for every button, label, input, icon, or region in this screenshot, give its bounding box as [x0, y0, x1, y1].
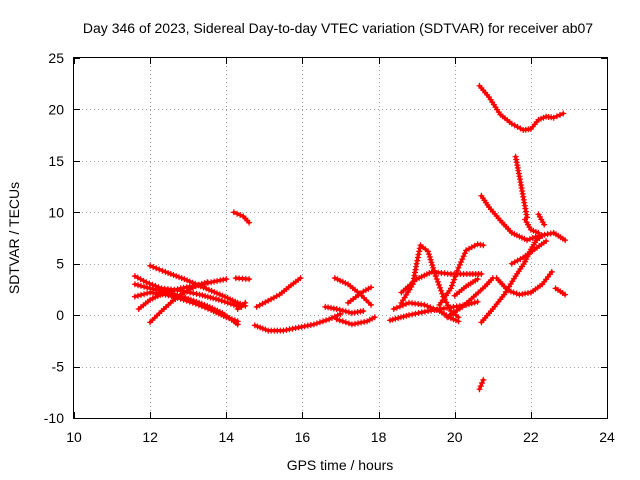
y-tick-label: 25 [48, 50, 64, 66]
x-tick-label: 16 [295, 429, 311, 445]
y-tick-label: 5 [56, 256, 64, 272]
y-tick-label: 20 [48, 101, 64, 117]
series-markers [252, 311, 344, 334]
series-arc-23 [477, 83, 567, 133]
series-line [480, 86, 564, 130]
series-markers [494, 269, 555, 298]
series-arc-29 [509, 238, 549, 267]
series-arc-32 [477, 377, 487, 392]
series-markers [231, 209, 252, 225]
y-tick-label: -10 [44, 410, 64, 426]
data-layer [132, 83, 568, 392]
series-markers [536, 211, 548, 227]
series-markers [322, 304, 366, 316]
series-arc-31 [553, 285, 569, 297]
series-arc-11 [252, 311, 344, 334]
x-tick-label: 12 [142, 429, 158, 445]
series-markers [477, 377, 487, 392]
series-arc-10 [254, 275, 304, 310]
y-tick-label: 15 [48, 153, 64, 169]
series-markers [332, 275, 374, 308]
series-markers [477, 83, 567, 133]
series-arc-7 [233, 275, 252, 282]
series-arc-13 [332, 275, 374, 308]
series-arc-30 [494, 269, 555, 298]
sdtvar-chart: Day 346 of 2023, Sidereal Day-to-day VTE… [0, 0, 640, 480]
y-tick-label: 10 [48, 204, 64, 220]
series-markers [513, 154, 530, 221]
chart-title: Day 346 of 2023, Sidereal Day-to-day VTE… [83, 20, 593, 36]
x-tick-label: 20 [447, 429, 463, 445]
series-markers [233, 275, 252, 282]
series-arc-24 [513, 154, 530, 221]
x-tick-label: 18 [371, 429, 387, 445]
series-arc-12 [322, 304, 366, 316]
x-tick-label: 10 [66, 429, 82, 445]
y-tick-label: -5 [52, 359, 65, 375]
series-arc-9 [231, 209, 252, 225]
series-arc-27 [536, 211, 548, 227]
x-tick-label: 14 [218, 429, 234, 445]
y-tick-label: 0 [56, 307, 64, 323]
y-axis-label: SDTVAR / TECUs [6, 182, 22, 294]
x-tick-label: 24 [599, 429, 615, 445]
x-tick-label: 22 [523, 429, 539, 445]
x-axis-label: GPS time / hours [287, 457, 394, 473]
series-markers [509, 238, 549, 267]
